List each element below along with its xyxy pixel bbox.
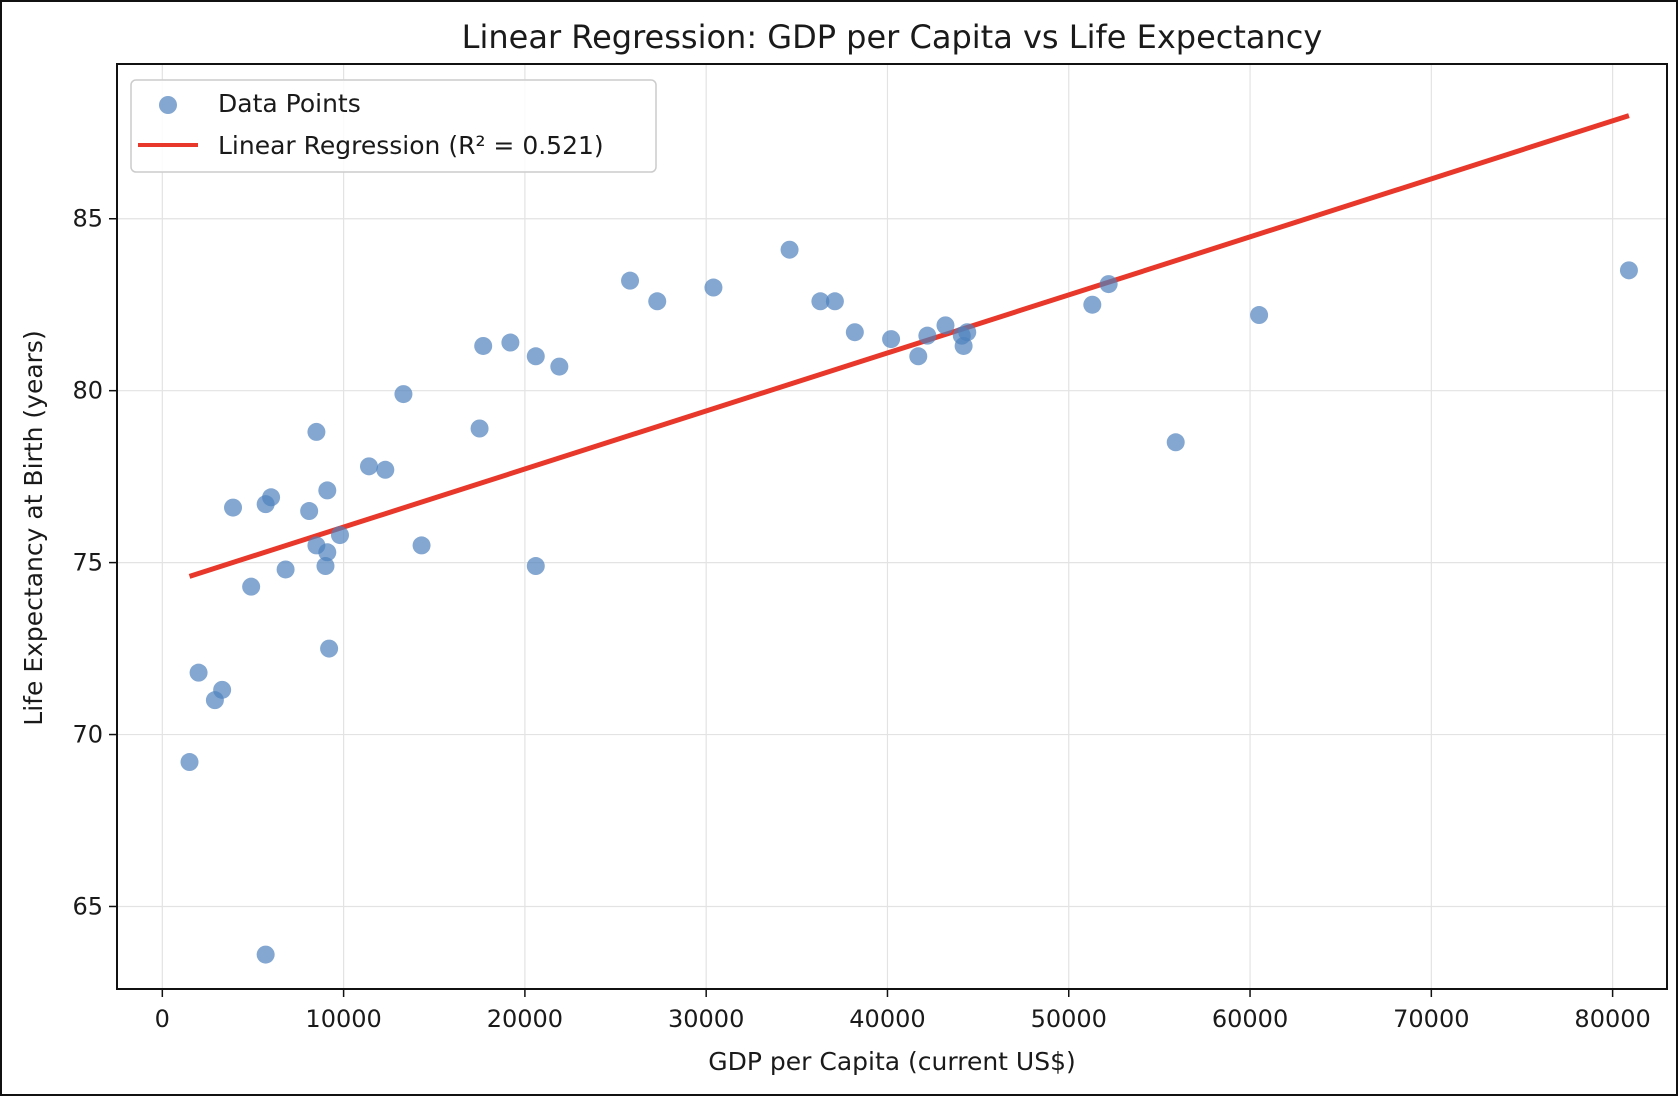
y-tick-label: 85 bbox=[72, 205, 103, 233]
x-tick-label: 50000 bbox=[1031, 1005, 1107, 1033]
data-point bbox=[621, 271, 640, 290]
data-point bbox=[704, 278, 723, 297]
data-point bbox=[376, 460, 395, 479]
x-tick-label: 0 bbox=[155, 1005, 170, 1033]
data-point bbox=[1619, 261, 1638, 280]
grid bbox=[117, 64, 1667, 989]
data-point bbox=[918, 326, 937, 345]
data-point bbox=[316, 557, 335, 576]
scatter-points bbox=[180, 240, 1638, 964]
y-axis-label: Life Expectancy at Birth (years) bbox=[19, 330, 48, 725]
data-point bbox=[262, 488, 281, 507]
chart-title: Linear Regression: GDP per Capita vs Lif… bbox=[462, 18, 1323, 56]
x-tick-label: 20000 bbox=[487, 1005, 563, 1033]
data-point bbox=[320, 639, 339, 658]
data-point bbox=[501, 333, 520, 352]
regression-line bbox=[188, 113, 1630, 579]
data-point bbox=[1250, 306, 1269, 325]
data-point bbox=[300, 502, 319, 521]
data-point bbox=[242, 577, 261, 596]
data-point bbox=[359, 457, 378, 476]
data-point bbox=[276, 560, 295, 579]
data-point bbox=[213, 680, 232, 699]
y-tick-label: 75 bbox=[72, 549, 103, 577]
data-point bbox=[909, 347, 928, 366]
data-point bbox=[958, 323, 977, 342]
data-point bbox=[412, 536, 431, 555]
x-tick-label: 70000 bbox=[1393, 1005, 1469, 1033]
data-point bbox=[936, 316, 955, 335]
y-tick-label: 65 bbox=[72, 892, 103, 920]
x-tick-label: 80000 bbox=[1574, 1005, 1650, 1033]
data-point bbox=[526, 347, 545, 366]
data-point bbox=[256, 945, 275, 964]
data-point bbox=[882, 330, 901, 349]
data-point bbox=[180, 753, 199, 772]
data-point bbox=[550, 357, 569, 376]
y-tick-label: 80 bbox=[72, 377, 103, 405]
legend-scatter-marker bbox=[159, 96, 177, 114]
data-point bbox=[474, 336, 493, 355]
data-point bbox=[394, 385, 413, 404]
data-point bbox=[318, 481, 337, 500]
plot-frame bbox=[116, 63, 1668, 990]
data-point bbox=[318, 543, 337, 562]
data-point bbox=[811, 292, 830, 311]
data-point bbox=[224, 498, 243, 517]
x-axis-label: GDP per Capita (current US$) bbox=[708, 1047, 1076, 1076]
x-tick-label: 10000 bbox=[305, 1005, 381, 1033]
x-tick-label: 40000 bbox=[849, 1005, 925, 1033]
data-point bbox=[330, 526, 349, 545]
y-axis-ticks: 65 70 75 80 85 bbox=[72, 205, 117, 920]
y-tick-label: 70 bbox=[72, 721, 103, 749]
data-point bbox=[845, 323, 864, 342]
legend: Data Points Linear Regression (R² = 0.52… bbox=[130, 79, 657, 173]
legend-label-data-points: Data Points bbox=[218, 89, 361, 118]
data-point bbox=[526, 557, 545, 576]
data-point bbox=[954, 336, 973, 355]
data-point bbox=[1083, 295, 1102, 314]
data-point bbox=[470, 419, 489, 438]
x-axis-ticks: 0 10000 20000 30000 40000 50000 60000 70000 8000… bbox=[155, 989, 1651, 1033]
legend-box bbox=[130, 79, 657, 173]
data-point bbox=[189, 663, 208, 682]
regression-layer bbox=[188, 113, 1630, 579]
data-point bbox=[780, 240, 799, 259]
data-point bbox=[1099, 275, 1118, 294]
data-point bbox=[1166, 433, 1185, 452]
x-tick-label: 30000 bbox=[668, 1005, 744, 1033]
legend-label-regression: Linear Regression (R² = 0.521) bbox=[218, 131, 604, 160]
data-point bbox=[307, 422, 326, 441]
x-tick-label: 60000 bbox=[1212, 1005, 1288, 1033]
data-point bbox=[825, 292, 844, 311]
data-point bbox=[648, 292, 667, 311]
